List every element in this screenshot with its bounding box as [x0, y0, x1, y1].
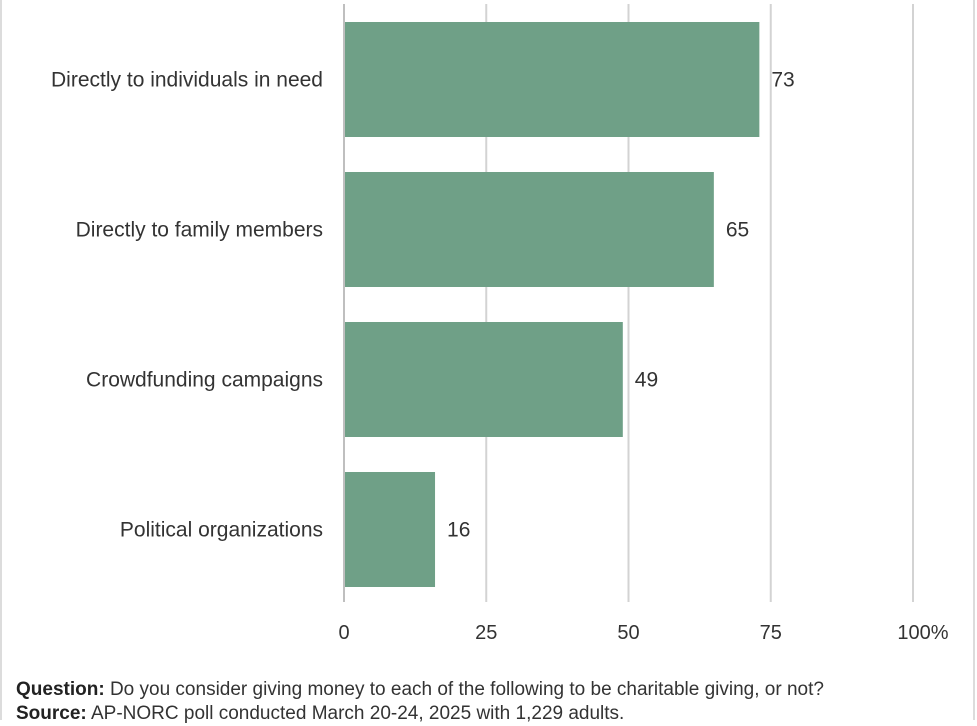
- x-tick-label: 75: [760, 622, 782, 644]
- question-text: Do you consider giving money to each of …: [109, 679, 824, 700]
- x-tick-label: 100%: [897, 622, 948, 644]
- x-tick-label: 0: [338, 622, 349, 644]
- category-label: Directly to family members: [76, 219, 323, 242]
- chart-footer: Question: Do you consider giving money t…: [16, 678, 966, 726]
- source-text: AP-NORC poll conducted March 20-24, 2025…: [90, 703, 625, 724]
- bar: [344, 172, 714, 287]
- x-tick-label: 25: [475, 622, 497, 644]
- question-label: Question:: [16, 679, 105, 700]
- data-label: 49: [635, 369, 658, 392]
- source-label: Source:: [16, 703, 87, 724]
- data-label: 73: [771, 69, 794, 92]
- bar: [344, 22, 760, 137]
- data-label: 65: [726, 219, 749, 242]
- bar: [344, 472, 436, 587]
- bar-chart: Directly to individuals in need 73 Directl…: [51, 4, 949, 644]
- x-tick-label: 50: [617, 622, 639, 644]
- category-label: Political organizations: [120, 519, 323, 542]
- bar: [344, 322, 623, 437]
- category-label: Directly to individuals in need: [51, 69, 323, 92]
- data-label: 16: [447, 519, 470, 542]
- category-label: Crowdfunding campaigns: [86, 369, 323, 392]
- source-note: Source: AP-NORC poll conducted March 20-…: [16, 702, 966, 726]
- question-note: Question: Do you consider giving money t…: [16, 678, 966, 702]
